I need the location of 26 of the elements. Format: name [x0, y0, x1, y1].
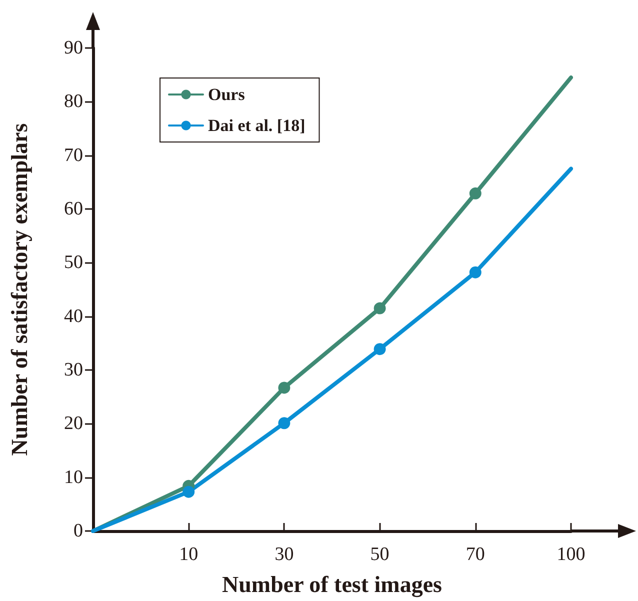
point [469, 187, 482, 200]
y-tick-label: 60 [64, 198, 83, 220]
point [374, 343, 386, 356]
y-tick-label: 10 [64, 466, 83, 488]
x-tick-label: 10 [179, 544, 198, 565]
x-axis-title: Number of test images [222, 572, 442, 598]
legend-label: Ours [208, 85, 246, 104]
y-tick-label: 50 [64, 252, 83, 274]
legend-label: Dai et al. [18] [208, 116, 306, 135]
y-tick-label: 30 [64, 360, 83, 380]
y-axis-title: Number of satisfactory exemplars [7, 123, 32, 456]
y-tick-label: 80 [64, 91, 83, 112]
y-tick-label: 40 [64, 306, 83, 327]
x-tick-label: 100 [556, 544, 586, 565]
point [278, 417, 290, 430]
y-tick-label: 20 [64, 413, 83, 434]
x-tick-label: 70 [466, 544, 485, 565]
point [182, 486, 195, 498]
y-tick-label: 70 [64, 144, 83, 166]
y-tick-label: 90 [64, 38, 83, 58]
x-tick-label: 30 [274, 544, 294, 565]
x-tick-label: 50 [370, 544, 390, 565]
point [374, 302, 386, 314]
point [278, 382, 290, 394]
point [469, 266, 482, 278]
y-tick-label: 0 [74, 520, 83, 542]
